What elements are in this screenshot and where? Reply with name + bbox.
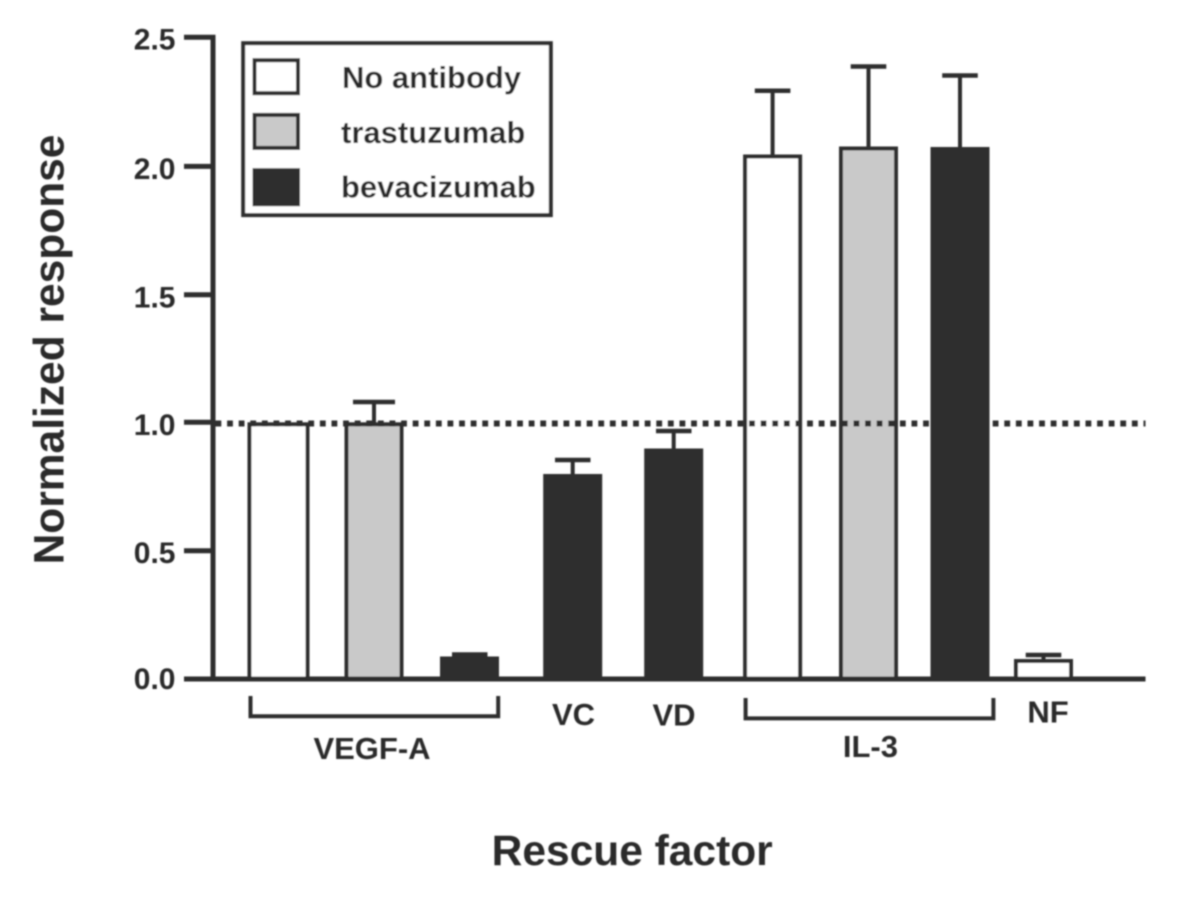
svg-text:VC: VC — [552, 697, 595, 732]
svg-text:NF: NF — [1027, 695, 1068, 730]
svg-text:0.0: 0.0 — [134, 663, 176, 696]
svg-text:No antibody: No antibody — [342, 60, 522, 95]
svg-text:0.5: 0.5 — [134, 537, 176, 570]
svg-text:VEGF-A: VEGF-A — [313, 731, 430, 766]
svg-text:Rescue factor: Rescue factor — [492, 828, 773, 875]
svg-text:2.5: 2.5 — [134, 24, 176, 57]
svg-text:Normalized response: Normalized response — [27, 135, 74, 565]
svg-text:1.5: 1.5 — [134, 281, 176, 314]
svg-text:IL-3: IL-3 — [843, 729, 898, 764]
svg-text:VD: VD — [652, 698, 695, 733]
svg-text:2.0: 2.0 — [134, 153, 176, 186]
svg-text:bevacizumab: bevacizumab — [341, 170, 536, 205]
svg-text:1.0: 1.0 — [134, 409, 176, 442]
svg-text:trastuzumab: trastuzumab — [341, 115, 525, 150]
